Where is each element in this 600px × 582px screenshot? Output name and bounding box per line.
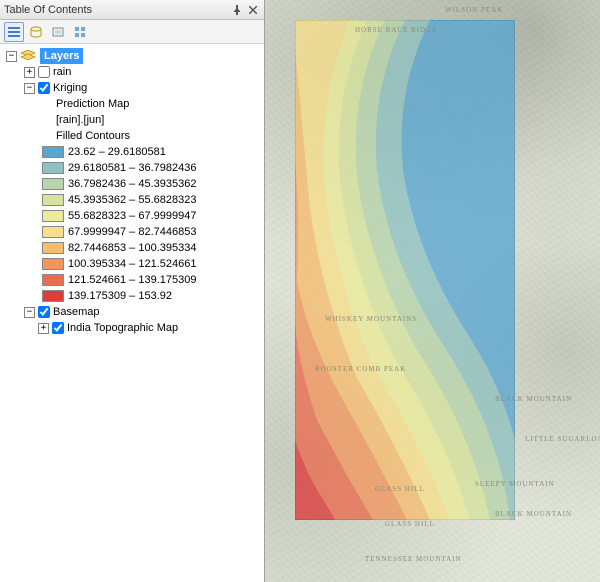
layer-item[interactable]: rain <box>2 64 262 80</box>
map-place-label: ROOSTER COMB PEAK <box>315 365 406 373</box>
map-place-label: GLASS HILL <box>375 485 425 493</box>
legend-item: 121.524661 – 139.175309 <box>2 272 262 288</box>
expand-toggle[interactable] <box>24 67 35 78</box>
legend-item: 139.175309 – 153.92 <box>2 288 262 304</box>
legend-swatch <box>42 258 64 270</box>
expand-toggle[interactable] <box>24 307 35 318</box>
map-place-label: BLACK MOUNTAIN <box>495 510 572 518</box>
legend-swatch <box>42 194 64 206</box>
table-of-contents-panel: Table Of Contents Layers rain <box>0 0 265 582</box>
pin-icon[interactable] <box>230 3 244 17</box>
visibility-checkbox[interactable] <box>52 322 64 334</box>
legend-item: 45.3935362 – 55.6828323 <box>2 192 262 208</box>
legend-item: 55.6828323 – 67.9999947 <box>2 208 262 224</box>
layer-item[interactable]: Basemap <box>2 304 262 320</box>
item-label: 23.62 – 29.6180581 <box>68 144 166 160</box>
close-icon[interactable] <box>246 3 260 17</box>
list-by-source-button[interactable] <box>26 22 46 42</box>
legend-swatch <box>42 178 64 190</box>
item-label: Kriging <box>53 80 87 96</box>
expand-toggle[interactable] <box>6 51 17 62</box>
item-label: 45.3935362 – 55.6828323 <box>68 192 196 208</box>
map-place-label: WILSON PEAK <box>445 6 503 14</box>
legend-item: 67.9999947 – 82.7446853 <box>2 224 262 240</box>
expand-toggle[interactable] <box>38 323 49 334</box>
legend-swatch <box>42 226 64 238</box>
legend-item: 36.7982436 – 45.3935362 <box>2 176 262 192</box>
list-by-visibility-button[interactable] <box>48 22 68 42</box>
visibility-checkbox[interactable] <box>38 82 50 94</box>
legend-swatch <box>42 162 64 174</box>
item-label: Filled Contours <box>56 128 130 144</box>
layers-root-label: Layers <box>40 48 83 64</box>
layer-text: Filled Contours <box>2 128 262 144</box>
map-place-label: SLEEPY MOUNTAIN <box>475 480 555 488</box>
visibility-checkbox[interactable] <box>38 306 50 318</box>
legend-item: 100.395334 – 121.524661 <box>2 256 262 272</box>
item-label: 55.6828323 – 67.9999947 <box>68 208 196 224</box>
expand-toggle[interactable] <box>24 83 35 94</box>
layers-icon <box>20 49 36 63</box>
toc-toolbar <box>0 20 264 44</box>
layer-text: Prediction Map <box>2 96 262 112</box>
item-label: 36.7982436 – 45.3935362 <box>68 176 196 192</box>
kriging-filled-contours <box>295 20 515 520</box>
map-view[interactable]: WILSON PEAK HORSE RACE RIDGE WHISKEY MOUNT… <box>265 0 600 582</box>
legend-swatch <box>42 146 64 158</box>
item-label: 100.395334 – 121.524661 <box>68 256 196 272</box>
map-place-label: WHISKEY MOUNTAINS <box>325 315 417 323</box>
item-label: 139.175309 – 153.92 <box>68 288 172 304</box>
item-label: India Topographic Map <box>67 320 178 336</box>
legend-swatch <box>42 210 64 222</box>
legend-item: 23.62 – 29.6180581 <box>2 144 262 160</box>
layer-text: [rain].[jun] <box>2 112 262 128</box>
toc-header: Table Of Contents <box>0 0 264 20</box>
item-label: 29.6180581 – 36.7982436 <box>68 160 196 176</box>
legend-swatch <box>42 290 64 302</box>
map-place-label: TENNESSEE MOUNTAIN <box>365 555 462 563</box>
visibility-checkbox[interactable] <box>38 66 50 78</box>
legend-item: 29.6180581 – 36.7982436 <box>2 160 262 176</box>
map-place-label: BLACK MOUNTAIN <box>495 395 572 403</box>
layer-tree: Layers rainKrigingPrediction Map[rain].[… <box>0 44 264 582</box>
item-label: 67.9999947 – 82.7446853 <box>68 224 196 240</box>
legend-swatch <box>42 242 64 254</box>
item-label: [rain].[jun] <box>56 112 104 128</box>
item-label: Basemap <box>53 304 99 320</box>
list-by-selection-button[interactable] <box>70 22 90 42</box>
item-label: Prediction Map <box>56 96 129 112</box>
legend-item: 82.7446853 – 100.395334 <box>2 240 262 256</box>
item-label: rain <box>53 64 71 80</box>
layers-root[interactable]: Layers <box>2 48 262 64</box>
map-place-label: HORSE RACE RIDGE <box>355 26 438 34</box>
layer-item[interactable]: Kriging <box>2 80 262 96</box>
item-label: 82.7446853 – 100.395334 <box>68 240 196 256</box>
map-place-label: GLASS HILL <box>385 520 435 528</box>
map-place-label: LITTLE SUGARLOAF <box>525 435 600 443</box>
item-label: 121.524661 – 139.175309 <box>68 272 196 288</box>
layer-item[interactable]: India Topographic Map <box>2 320 262 336</box>
toc-title: Table Of Contents <box>4 4 228 16</box>
list-by-drawing-order-button[interactable] <box>4 22 24 42</box>
legend-swatch <box>42 274 64 286</box>
